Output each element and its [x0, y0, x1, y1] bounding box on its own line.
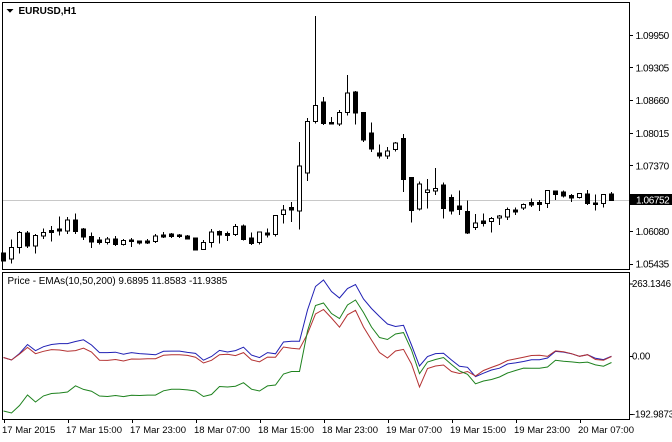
- svg-text:19 Mar 15:00: 19 Mar 15:00: [450, 425, 506, 436]
- svg-text:17 Mar 23:00: 17 Mar 23:00: [130, 425, 186, 436]
- svg-text:Price - EMAs(10,50,200) 9.6895: Price - EMAs(10,50,200) 9.6895 11.8583 -…: [8, 276, 228, 287]
- svg-text:1.06080: 1.06080: [636, 227, 670, 238]
- svg-text:17 Mar 2015: 17 Mar 2015: [2, 425, 55, 436]
- svg-text:18 Mar 23:00: 18 Mar 23:00: [322, 425, 378, 436]
- svg-text:1.05435: 1.05435: [636, 260, 670, 271]
- svg-text:EURUSD,H1: EURUSD,H1: [19, 6, 77, 17]
- svg-text:18 Mar 07:00: 18 Mar 07:00: [194, 425, 250, 436]
- svg-text:1.07370: 1.07370: [636, 161, 670, 172]
- svg-text:1.09950: 1.09950: [636, 31, 670, 42]
- svg-text:-192.9873: -192.9873: [632, 410, 672, 421]
- svg-text:17 Mar 15:00: 17 Mar 15:00: [66, 425, 122, 436]
- svg-text:263.1346: 263.1346: [632, 279, 671, 290]
- svg-text:1.08015: 1.08015: [636, 129, 670, 140]
- svg-text:20 Mar 07:00: 20 Mar 07:00: [578, 425, 634, 436]
- svg-text:18 Mar 15:00: 18 Mar 15:00: [258, 425, 314, 436]
- svg-text:1.08660: 1.08660: [636, 96, 670, 107]
- svg-text:0.00: 0.00: [632, 352, 651, 363]
- svg-text:1.09305: 1.09305: [636, 63, 670, 74]
- svg-text:19 Mar 07:00: 19 Mar 07:00: [386, 425, 442, 436]
- svg-text:1.06752: 1.06752: [636, 196, 670, 207]
- svg-text:19 Mar 23:00: 19 Mar 23:00: [514, 425, 570, 436]
